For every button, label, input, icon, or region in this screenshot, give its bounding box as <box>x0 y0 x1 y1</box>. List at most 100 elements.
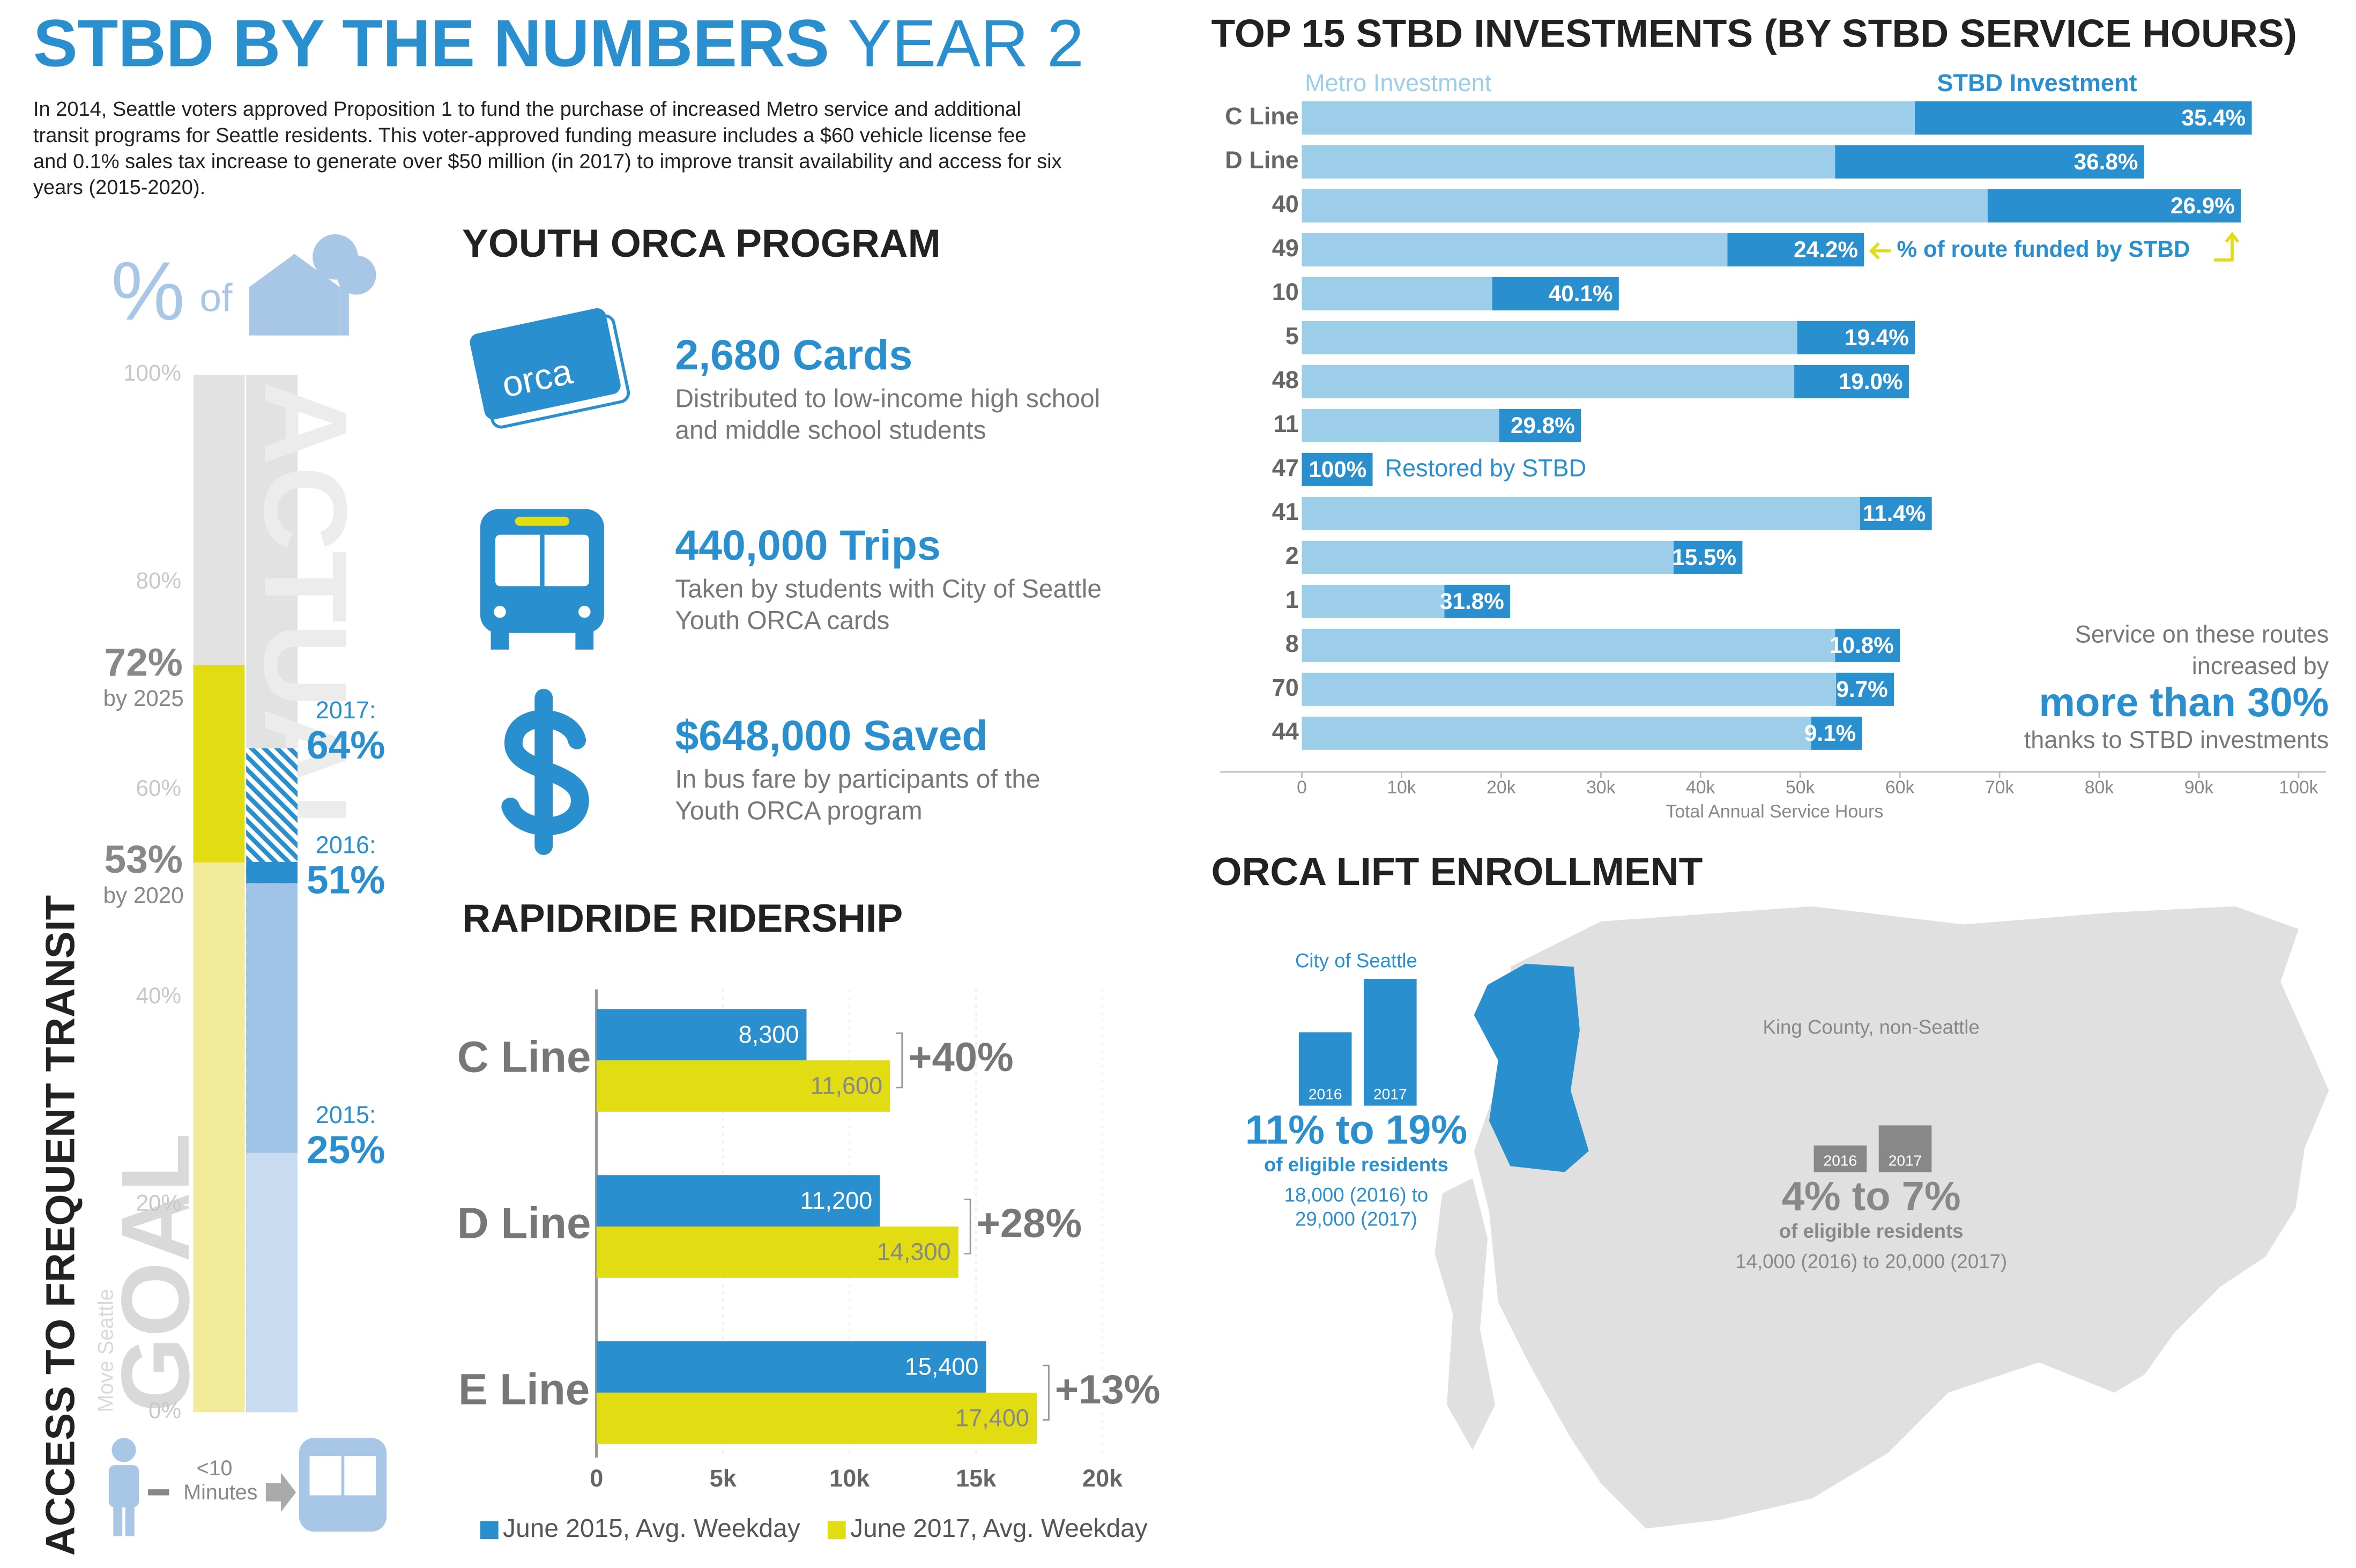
stat-desc: In bus fare by participants of the <box>675 766 1040 794</box>
x-axis-label: Total Annual Service Hours <box>1666 801 1883 822</box>
category-label: 48 <box>1272 366 1299 393</box>
bar-segment <box>1302 628 1835 662</box>
actual-label: 64% <box>307 723 385 767</box>
actual-marker <box>246 861 298 883</box>
callout: Service on these routes <box>2075 620 2329 648</box>
share-label: 26.9% <box>2171 193 2235 218</box>
category-label: 40 <box>1272 190 1299 218</box>
intro-line: years (2015-2020). <box>33 176 205 199</box>
share-label: 15.5% <box>1672 545 1736 570</box>
legend-entry: STBD Investment <box>1937 69 2137 96</box>
title-main: STBD BY THE NUMBERS <box>33 6 829 80</box>
icon-of: of <box>199 276 233 319</box>
x-tick-label: 90k <box>2184 777 2214 798</box>
legend-entry: June 2015, Avg. Weekday <box>503 1514 800 1543</box>
group-name: City of Seattle <box>1295 950 1417 972</box>
bar-segment <box>1302 672 1837 706</box>
y-tick-label: 80% <box>136 568 182 593</box>
category-label: 11 <box>1273 410 1299 437</box>
bar-segment <box>1302 496 1860 530</box>
share-label: 11.4% <box>1863 501 1926 526</box>
lift-subhead: of eligible residents <box>1264 1154 1448 1176</box>
lift-bar <box>1814 1145 1867 1172</box>
y-tick-label: 40% <box>136 983 182 1008</box>
intro-line: transit programs for Seattle residents. … <box>33 124 1027 147</box>
annotation: Restored by STBD <box>1385 454 1586 481</box>
bus-small-icon <box>299 1438 387 1532</box>
bar-segment <box>1302 716 1811 750</box>
share-label: 10.8% <box>1830 633 1894 658</box>
bar-segment <box>1987 189 2241 223</box>
stat-headline: $648,000 Saved <box>675 712 987 759</box>
access-title: ACCESS TO FREQUENT TRANSIT <box>38 895 83 1556</box>
legend-entry: Metro Investment <box>1305 69 1492 96</box>
callout: increased by <box>2192 652 2329 679</box>
orca-card-icon <box>470 308 630 429</box>
goal-label: 53% <box>104 837 183 881</box>
bar-segment <box>1302 452 1373 486</box>
share-label: 9.1% <box>1804 720 1856 746</box>
category-label: D Line <box>457 1199 591 1248</box>
bar-segment <box>1302 101 1915 135</box>
x-tick-label: 10k <box>1387 777 1416 798</box>
bar-segment <box>1811 716 1862 750</box>
walk-label: Minutes <box>183 1481 257 1504</box>
bar-segment <box>1302 145 1835 179</box>
x-tick-label: 80k <box>2085 777 2114 798</box>
category-label: 10 <box>1272 278 1299 306</box>
goal-note: by 2020 <box>103 883 183 908</box>
x-tick-label: 10k <box>829 1465 870 1492</box>
section-title: ORCA LIFT ENROLLMENT <box>1211 850 1703 894</box>
share-label: 100% <box>1309 457 1366 482</box>
bar-segment <box>1797 321 1915 354</box>
goal-label: 72% <box>104 640 183 684</box>
bar-year: 2016 <box>1309 1085 1342 1102</box>
x-tick-label: 60k <box>1885 777 1915 798</box>
bar-segment <box>1794 365 1909 398</box>
share-label: 40.1% <box>1549 281 1613 306</box>
bar-segment <box>1302 408 1499 442</box>
person-icon <box>108 1438 139 1536</box>
annotation-arrow <box>1869 232 2240 262</box>
x-tick-label: 15k <box>956 1465 997 1492</box>
category-label: 2 <box>1285 542 1299 569</box>
share-label: 29.8% <box>1511 413 1575 438</box>
bar <box>596 1341 986 1393</box>
intro-line: In 2014, Seattle voters approved Proposi… <box>33 98 1021 121</box>
lift-detail: 29,000 (2017) <box>1295 1208 1417 1230</box>
actual-label: 25% <box>307 1128 385 1172</box>
walk-label: <10 <box>197 1456 233 1480</box>
category-label: 8 <box>1285 630 1299 657</box>
share-label: 36.8% <box>2074 149 2138 174</box>
x-tick-label: 70k <box>1985 777 2015 798</box>
actual-label: 51% <box>307 858 385 902</box>
change-label: +13% <box>1055 1367 1161 1413</box>
bar-segment <box>1302 365 1795 398</box>
y-tick-label: 20% <box>136 1191 182 1216</box>
category-label: 70 <box>1272 674 1299 701</box>
bar-segment <box>1302 540 1674 574</box>
bar <box>596 1392 1037 1444</box>
title-suffix: YEAR 2 <box>848 6 1084 80</box>
bar-segment <box>1302 189 1988 223</box>
bar-segment <box>1835 628 1900 662</box>
lift-bar <box>1364 978 1417 1106</box>
lift-headline: 11% to 19% <box>1245 1107 1467 1153</box>
category-label: 47 <box>1272 454 1299 481</box>
bar-segment <box>1836 672 1894 706</box>
change-label: +28% <box>976 1201 1082 1246</box>
value-label: 8,300 <box>739 1021 799 1048</box>
value-label: 14,300 <box>877 1238 951 1266</box>
callout: thanks to STBD investments <box>2024 726 2329 754</box>
category-label: 1 <box>1285 586 1299 613</box>
stat-desc: Taken by students with City of Seattle <box>675 575 1102 604</box>
legend-entry: June 2017, Avg. Weekday <box>850 1514 1148 1543</box>
king-county-map <box>1474 906 2329 1529</box>
goal-bar <box>193 862 245 1413</box>
share-label: 31.8% <box>1440 589 1504 614</box>
island-map <box>1435 1178 1496 1450</box>
lift-bar <box>1878 1125 1932 1172</box>
bar-year: 2016 <box>1824 1151 1857 1169</box>
stat-desc: Distributed to low-income high school <box>675 385 1100 413</box>
